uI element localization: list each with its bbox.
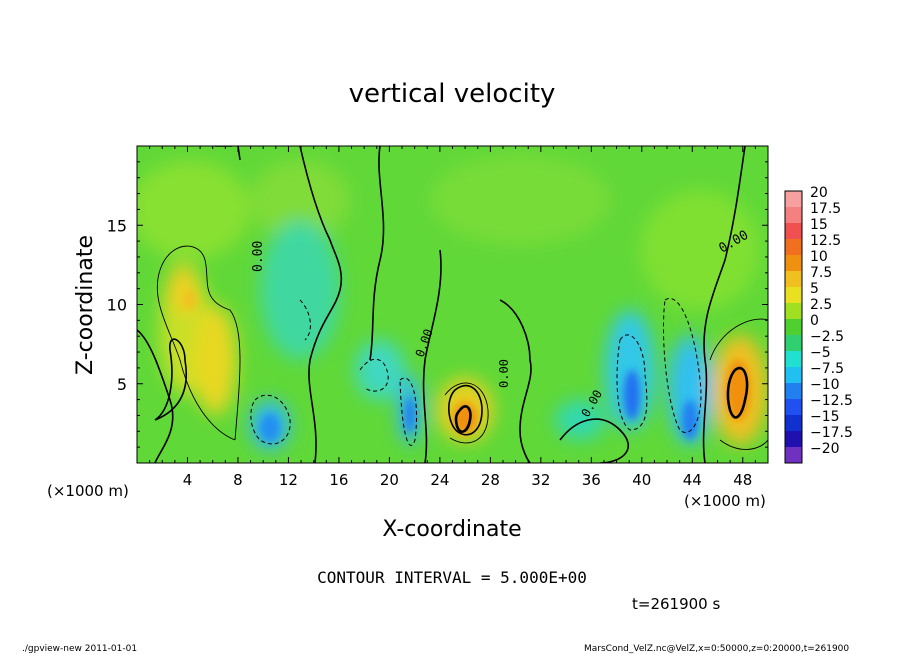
colorbar-swatch: [785, 415, 802, 432]
chart-title: vertical velocity: [349, 79, 556, 109]
y-tick-label: 5: [117, 375, 127, 394]
x-tick-label: 20: [380, 471, 399, 489]
colorbar-label: 10: [810, 249, 828, 265]
colorbar: 2017.51512.5107.552.50−2.5−5−7.5−10−12.5…: [784, 185, 853, 464]
colorbar-swatch: [785, 303, 802, 320]
colorbar-swatch: [785, 223, 802, 240]
footer-left: ./gpview-new 2011-01-01: [22, 644, 137, 654]
colorbar-label: 17.5: [810, 201, 841, 217]
x-tick-label: 44: [683, 471, 702, 489]
colorbar-label: 12.5: [810, 233, 841, 249]
x-tick-label: 32: [531, 471, 550, 489]
colorbar-label: −5: [810, 345, 831, 361]
colorbar-label: −2.5: [810, 329, 844, 345]
colorbar-label: 0: [810, 313, 819, 329]
colorbar-label: 5: [810, 281, 819, 297]
colorbar-label: 2.5: [810, 297, 832, 313]
x-tick-label: 24: [430, 471, 449, 489]
colorbar-label: −20: [810, 441, 840, 457]
colorbar-swatch: [785, 351, 802, 368]
colorbar-label: −10: [810, 377, 840, 393]
colorbar-swatch: [785, 383, 802, 400]
x-tick-label: 40: [632, 471, 651, 489]
colorbar-label: −15: [810, 409, 840, 425]
footer-right: MarsCond_VelZ.nc@VelZ,x=0:50000,z=0:2000…: [584, 644, 849, 654]
colorbar-swatch: [785, 271, 802, 288]
x-tick-label: 8: [233, 471, 243, 489]
colorbar-swatch: [785, 255, 802, 272]
colorbar-swatch: [785, 335, 802, 352]
x-axis: 4 8 12 16 20 24 28 32 36 40 44 48: [149, 146, 756, 489]
x-tick-label: 16: [329, 471, 348, 489]
x-tick-label: 28: [481, 471, 500, 489]
plot-area: 0.00 0.00 0.00 0.00 0.00 4 8 12 16 20 24 28 32 3…: [107, 145, 769, 489]
colorbar-swatch: [785, 399, 802, 416]
colorbar-label: −7.5: [810, 361, 844, 377]
colorbar-label: −12.5: [810, 393, 853, 409]
time-label: t=261900 s: [632, 595, 720, 613]
colorbar-label: 20: [810, 185, 828, 201]
x-unit-right: (×1000 m): [684, 492, 766, 510]
x-tick-label: 12: [279, 471, 298, 489]
colorbar-swatch: [785, 287, 802, 304]
heatmap-field: 0.00 0.00 0.00 0.00 0.00: [137, 146, 768, 463]
contour-label: 0.00: [251, 241, 266, 272]
colorbar-label: −17.5: [810, 425, 853, 441]
colorbar-frame: [784, 190, 803, 464]
contour-interval: CONTOUR INTERVAL = 5.000E+00: [317, 568, 587, 587]
colorbar-swatch: [785, 447, 802, 464]
colorbar-swatch: [785, 431, 802, 448]
x-tick-label: 48: [733, 471, 752, 489]
x-axis-label: X-coordinate: [382, 517, 521, 542]
x-unit-left: (×1000 m): [47, 482, 129, 500]
colorbar-swatch: [785, 191, 802, 208]
x-tick-label: 36: [582, 471, 601, 489]
x-tick-label: 4: [183, 471, 193, 489]
colorbar-swatch: [785, 207, 802, 224]
colorbar-label: 15: [810, 217, 828, 233]
colorbar-label: 7.5: [810, 265, 832, 281]
colorbar-swatch: [785, 239, 802, 256]
contour-label: 0.00: [497, 359, 511, 388]
y-tick-label: 10: [107, 296, 127, 315]
y-axis-label: Z-coordinate: [73, 235, 98, 375]
y-axis: 5 10 15: [107, 161, 768, 448]
y-tick-label: 15: [107, 216, 127, 235]
colorbar-swatch: [785, 319, 802, 336]
colorbar-swatch: [785, 367, 802, 384]
